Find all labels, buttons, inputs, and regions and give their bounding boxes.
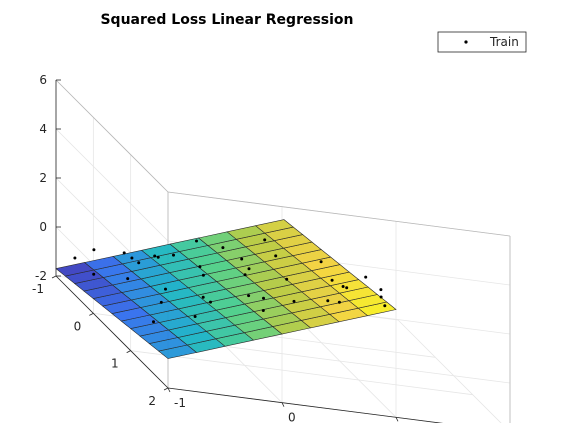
- legend-label-train: Train: [489, 35, 519, 49]
- gridline-z: [56, 129, 168, 241]
- train-point: [92, 273, 95, 276]
- z-tick-label: 4: [39, 122, 47, 136]
- train-point: [247, 294, 250, 297]
- train-point: [345, 286, 348, 289]
- train-point: [164, 288, 167, 291]
- train-point: [383, 304, 386, 307]
- train-point: [160, 301, 163, 304]
- z-tick-label: 0: [39, 220, 47, 234]
- gridline-x: [398, 320, 510, 423]
- train-point: [293, 300, 296, 303]
- train-point: [338, 301, 341, 304]
- train-point: [126, 277, 129, 280]
- train-point: [262, 309, 265, 312]
- train-point: [244, 273, 247, 276]
- train-point: [152, 320, 155, 323]
- train-point: [274, 254, 277, 257]
- chart-title: Squared Loss Linear Regression: [100, 12, 353, 28]
- y-tick-label: 1: [111, 357, 119, 371]
- train-point: [285, 278, 288, 281]
- y-tick: [164, 388, 168, 390]
- train-point: [195, 240, 198, 243]
- x-tick-label: -1: [174, 396, 186, 410]
- legend[interactable]: Train: [438, 32, 526, 52]
- train-point: [364, 276, 367, 279]
- box-edge: [56, 80, 168, 192]
- train-point: [73, 257, 76, 260]
- train-point: [123, 251, 126, 254]
- train-point: [92, 248, 95, 251]
- box-edge: [168, 192, 510, 236]
- train-point: [153, 255, 156, 258]
- z-tick-label: 6: [39, 73, 47, 87]
- train-point: [172, 254, 175, 257]
- train-point: [157, 256, 160, 259]
- legend-marker: [464, 40, 467, 43]
- y-tick-label: -1: [32, 282, 44, 296]
- train-point: [380, 296, 383, 299]
- train-point: [198, 265, 201, 268]
- y-tick: [89, 313, 93, 315]
- y-tick-label: 2: [148, 394, 156, 408]
- train-point: [248, 267, 251, 270]
- train-point: [202, 296, 205, 299]
- z-tick-label: 2: [39, 171, 47, 185]
- x-tick-label: 0: [288, 411, 296, 423]
- y-tick: [127, 351, 131, 353]
- train-point: [263, 238, 266, 241]
- train-point: [342, 285, 345, 288]
- train-point: [262, 297, 265, 300]
- regression-surface: [56, 220, 396, 359]
- train-point: [137, 261, 140, 264]
- train-point: [320, 260, 323, 263]
- train-point: [331, 279, 334, 282]
- train-point: [326, 299, 329, 302]
- train-point: [194, 315, 197, 318]
- y-tick: [52, 276, 56, 278]
- gridline-y: [131, 351, 473, 395]
- train-point: [130, 257, 133, 260]
- train-point: [209, 301, 212, 304]
- y-tick-label: 0: [74, 319, 82, 333]
- train-point: [379, 288, 382, 291]
- train-point: [240, 258, 243, 261]
- train-point: [221, 246, 224, 249]
- train-point: [202, 274, 205, 277]
- z-tick-label: -2: [35, 269, 47, 283]
